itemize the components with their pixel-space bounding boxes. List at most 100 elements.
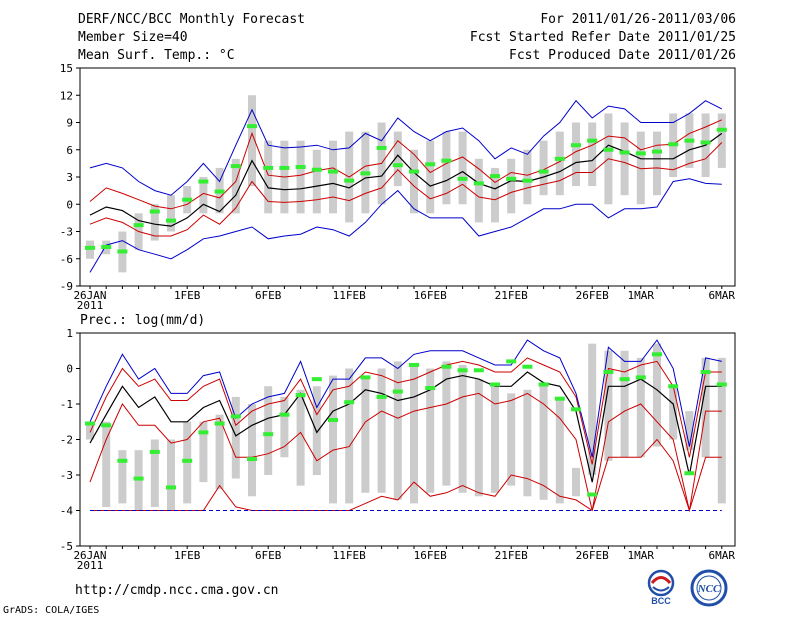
temp-x-tick-label: 26FEB: [576, 289, 609, 302]
prec-forecast-marker: [538, 382, 549, 387]
temp-ensemble-bar: [248, 95, 256, 187]
prec-ensemble-bar: [604, 350, 613, 461]
temp-ensemble-bar: [329, 140, 337, 214]
precipitation-title: Prec.: log(mm/d): [80, 313, 205, 328]
temp-x-tick-label: 26JAN: [73, 289, 106, 302]
prec-y-tick-label: -2: [60, 434, 73, 447]
temp-ensemble-bar: [588, 122, 597, 187]
temp-ensemble-bar: [507, 158, 516, 214]
prec-forecast-marker: [441, 364, 452, 369]
temp-forecast-marker: [473, 181, 484, 186]
prec-ensemble-bar: [86, 421, 94, 440]
prec-forecast-marker: [571, 407, 581, 412]
forecast-period-label: For 2011/01/26-2011/03/06: [540, 12, 736, 27]
temp-y-tick-label: 3: [66, 171, 73, 184]
temp-ensemble-bar: [312, 149, 321, 214]
temp-forecast-marker: [344, 178, 355, 183]
prec-forecast-marker: [214, 421, 225, 426]
temp-y-tick-label: -9: [60, 280, 73, 293]
prec-forecast-marker: [133, 476, 144, 481]
prec-forecast-marker: [619, 377, 630, 382]
prec-y-tick-label: -1: [60, 398, 73, 411]
temp-forecast-marker: [166, 218, 176, 223]
temp-ensemble-bar: [410, 149, 418, 214]
temp-forecast-marker: [247, 124, 257, 129]
temp-forecast-marker: [571, 143, 581, 148]
temp-ensemble-bar: [717, 113, 726, 168]
temp-forecast-marker: [409, 169, 419, 174]
ncc-logo-text: NCC: [697, 583, 721, 595]
temp-x-tick-label: 1MAR: [628, 289, 655, 302]
temp-forecast-marker: [652, 149, 662, 154]
prec-ensemble-bar: [329, 375, 337, 504]
temp-forecast-marker: [635, 151, 646, 156]
prec-ensemble-bar: [669, 386, 678, 440]
prec-forecast-marker: [506, 359, 517, 364]
prec-forecast-marker: [587, 492, 598, 497]
prec-forecast-marker: [716, 382, 727, 387]
prec-y-tick-label: -4: [60, 505, 74, 518]
temp-y-tick-label: 9: [66, 117, 73, 130]
temp-ensemble-bar: [426, 140, 435, 214]
temp-ensemble-bar: [572, 122, 580, 187]
temp-forecast-marker: [554, 156, 565, 161]
temp-ensemble-bar: [523, 149, 532, 205]
prec-ensemble-bar: [410, 364, 418, 504]
prec-y-tick-label: 0: [66, 363, 73, 376]
temp-x-tick-label: 1FEB: [174, 289, 201, 302]
prec-ensemble-bar: [118, 450, 127, 504]
prec-forecast-marker: [684, 471, 695, 476]
prec-forecast-marker: [425, 386, 436, 391]
bcc-logo: BCC: [647, 569, 675, 606]
prec-ensemble-bar: [296, 389, 305, 486]
temp-forecast-marker: [392, 163, 403, 168]
prec-ensemble-bar: [458, 364, 467, 493]
prec-plot-frame: [79, 332, 736, 547]
temp-x-tick-label: 16FEB: [414, 289, 447, 302]
temp-ensemble-bar: [620, 122, 629, 196]
prec-x-tick-label: 26JAN: [73, 549, 106, 562]
prec-forecast-marker: [409, 362, 419, 367]
bcc-logo-text: BCC: [651, 596, 671, 606]
temp-forecast-marker: [85, 245, 95, 250]
prec-line-upper-outer: [89, 339, 722, 458]
temperature-variable-label: Mean Surf. Temp.: °C: [78, 48, 235, 63]
prec-ensemble-bar: [248, 404, 256, 497]
temp-ensemble-bar: [555, 131, 564, 196]
prec-ensemble-bar: [215, 414, 224, 490]
prec-forecast-marker: [668, 384, 679, 389]
prec-y-tick-label: -5: [60, 540, 73, 553]
prec-forecast-marker: [85, 421, 95, 426]
prec-ensemble-bar: [701, 357, 710, 458]
temp-forecast-marker: [506, 176, 517, 181]
temp-forecast-marker: [425, 162, 436, 167]
prec-ensemble-bar: [507, 393, 516, 486]
temp-forecast-marker: [668, 142, 679, 147]
temp-y-tick-label: -3: [60, 226, 73, 239]
prec-ensemble-bar: [361, 375, 370, 493]
prec-forecast-marker: [328, 417, 338, 422]
prec-forecast-marker: [311, 377, 322, 382]
prec-forecast-marker: [603, 370, 614, 375]
temp-ensemble-bar: [167, 195, 175, 232]
temp-forecast-marker: [101, 244, 112, 249]
temp-forecast-marker: [263, 165, 274, 170]
prec-x-tick-label: 1MAR: [628, 549, 655, 562]
ncc-logo: NCC: [690, 569, 728, 607]
temp-ensemble-bar: [442, 131, 451, 205]
prec-ensemble-bar: [426, 368, 435, 493]
temp-forecast-marker: [149, 209, 160, 214]
prec-ensemble-bar: [539, 386, 548, 500]
prec-x-tick-label: 1FEB: [174, 549, 201, 562]
temp-forecast-marker: [311, 167, 322, 172]
prec-forecast-marker: [554, 396, 565, 401]
prec-line-ensemble-mean: [89, 371, 722, 483]
temp-forecast-marker: [457, 176, 468, 181]
prec-ensemble-bar: [345, 368, 354, 504]
prec-forecast-marker: [166, 485, 176, 490]
temp-ensemble-bar: [636, 131, 645, 205]
temp-y-tick-label: 0: [66, 198, 73, 211]
temp-ensemble-bar: [231, 158, 240, 214]
temp-x-tick-label: 21FEB: [495, 289, 528, 302]
